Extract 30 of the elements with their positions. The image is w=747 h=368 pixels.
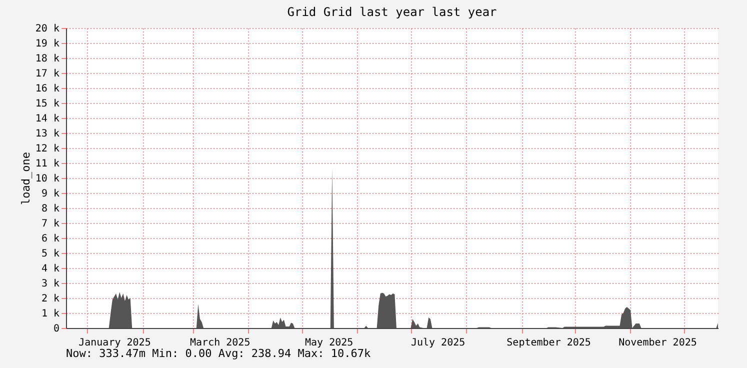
y-tick-label: 5 k [41, 248, 60, 260]
y-tick-label: 4 k [41, 264, 60, 274]
x-tick-label: January 2025 [78, 338, 151, 348]
y-tick-label: 19 k [35, 38, 60, 50]
x-tick-label: November 2025 [618, 338, 697, 348]
y-tick-label: 0 [53, 324, 60, 334]
x-tick-label: September 2025 [506, 338, 591, 348]
y-tick-label: 8 k [41, 204, 60, 214]
y-tick-label: 16 k [35, 84, 60, 94]
y-axis-title: load_one [19, 152, 32, 205]
y-tick-label: 3 k [41, 278, 60, 290]
y-tick-label: 20 k [35, 24, 60, 34]
y-tick-label: 13 k [35, 128, 60, 140]
y-tick-label: 12 k [35, 144, 60, 154]
x-tick-label: May 2025 [305, 338, 354, 348]
y-tick-label: 7 k [41, 218, 60, 230]
x-tick-label: March 2025 [190, 338, 250, 348]
y-tick-label: 11 k [35, 158, 60, 170]
y-tick-label: 2 k [41, 294, 60, 304]
chart-title: Grid Grid last year last year [287, 5, 497, 19]
y-tick-label: 10 k [35, 174, 60, 184]
text: Now: 333.47m Min: 0.00 Avg: 238.94 Max: 10.67k [66, 347, 372, 360]
y-tick-label: 6 k [41, 234, 60, 244]
x-tick-label: July 2025 [410, 338, 466, 348]
y-tick-label: 17 k [35, 68, 60, 80]
y-tick-label: 18 k [35, 54, 60, 64]
y-tick-label: 9 k [41, 188, 60, 200]
y-tick-label: 14 k [35, 114, 60, 124]
y-tick-label: 15 k [35, 98, 60, 110]
y-tick-label: 1 k [41, 308, 60, 320]
